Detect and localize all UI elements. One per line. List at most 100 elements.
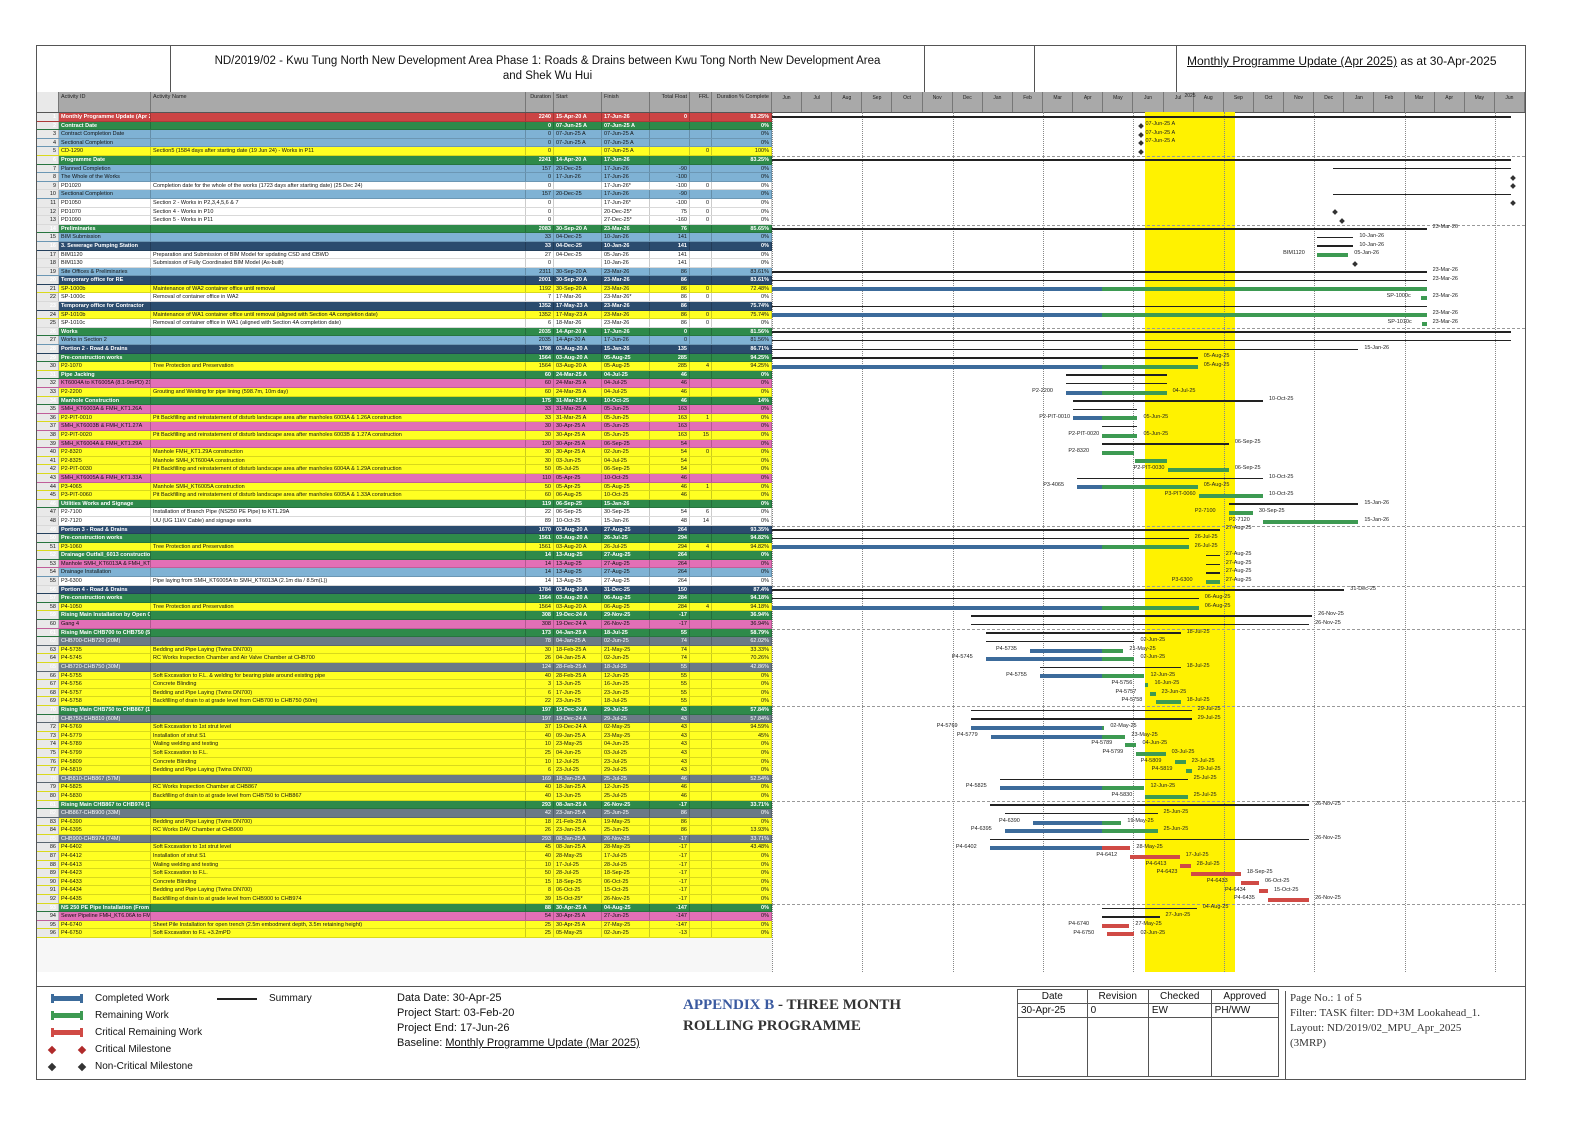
remaining-work-bar[interactable] <box>1102 287 1427 292</box>
table-row[interactable]: 82 CHB867-CHB900 (33M) 42 23-Jan-25 A 25-Jun… <box>37 809 772 818</box>
critical-work-bar[interactable] <box>1190 872 1241 877</box>
milestone-diamond-icon[interactable] <box>1138 131 1145 138</box>
table-row[interactable]: 67 P4-5756 Concrete Blinding 3 13-Jun-25 16-J… <box>37 680 772 689</box>
summary-bar[interactable] <box>1205 572 1220 574</box>
summary-bar[interactable] <box>1102 443 1229 445</box>
table-row[interactable]: 24 SP-1010b Maintenance of WA1 container o… <box>37 310 772 320</box>
completed-work-bar[interactable] <box>1073 416 1103 421</box>
remaining-work-bar[interactable] <box>1155 700 1181 705</box>
baseline-link[interactable]: Monthly Programme Update (Mar 2025) <box>445 1037 640 1049</box>
col-start[interactable]: Start <box>554 92 602 112</box>
remaining-work-bar[interactable] <box>1185 768 1192 773</box>
remaining-work-bar[interactable] <box>1135 459 1167 464</box>
table-row[interactable]: 17 BIM1120 Preparation and Submission of B… <box>37 250 772 260</box>
critical-work-bar[interactable] <box>1240 880 1259 885</box>
table-row[interactable]: 42 P2-PIT-0030 Pit Backfilling and reinsta… <box>37 465 772 474</box>
summary-bar[interactable] <box>970 623 1310 626</box>
milestone-diamond-icon[interactable] <box>1332 209 1339 215</box>
table-row[interactable]: 9 PD1020 Completion date for the whole of … <box>37 181 772 191</box>
summary-bar[interactable] <box>772 589 1345 591</box>
table-row[interactable]: 90 P4-6433 Concrete Blinding 15 18-Sep-25 06-… <box>37 877 772 887</box>
milestone-diamond-icon[interactable] <box>1510 183 1516 189</box>
summary-bar[interactable] <box>1333 167 1511 170</box>
completed-work-bar[interactable] <box>772 364 1103 369</box>
remaining-work-bar[interactable] <box>1102 829 1158 834</box>
summary-bar[interactable] <box>772 357 1198 359</box>
table-row[interactable]: 39 SMH_KT6004A & FMH_KT1.29A 120 30-Apr-25 … <box>37 439 772 449</box>
summary-bar[interactable] <box>1102 907 1197 909</box>
completed-work-bar[interactable] <box>1030 648 1103 653</box>
critical-work-bar[interactable] <box>1130 854 1180 859</box>
summary-bar[interactable] <box>1317 236 1354 239</box>
table-row[interactable]: 18 BIM1130 Submission of Fully Coordinated… <box>37 259 772 268</box>
col-activity-id[interactable]: Activity ID <box>59 92 151 112</box>
col-total-float[interactable]: Total Float <box>650 92 690 112</box>
table-row[interactable]: 71 CHB750-CHB810 (60M) 197 19-Dec-24 A 29-Ju… <box>37 714 772 724</box>
summary-bar[interactable] <box>970 615 1313 617</box>
summary-bar[interactable] <box>1004 812 1158 815</box>
table-row[interactable]: 85 CHB900-CHB974 (74M) 293 08-Jan-25 A 26-No… <box>37 834 772 844</box>
summary-bar[interactable] <box>1102 425 1138 428</box>
remaining-work-bar[interactable] <box>1102 390 1167 395</box>
milestone-diamond-icon[interactable] <box>1138 148 1145 155</box>
table-row[interactable]: 12 PD1070 Section 4 - Works in P10 0 20-Dec-… <box>37 207 772 217</box>
table-row[interactable]: 26 Works 2035 14-Apr-20 A 17-Jun-26 0 81.56% <box>37 327 772 337</box>
table-row[interactable]: 27 Works in Section 2 2035 14-Apr-20 A 17-Ju… <box>37 336 772 346</box>
remaining-work-bar[interactable] <box>1125 743 1137 748</box>
table-row[interactable]: 86 P4-6402 Soft Excavation to 1st strut le… <box>37 843 772 853</box>
col-duration[interactable]: Duration <box>526 92 554 112</box>
remaining-work-bar[interactable] <box>1102 734 1126 739</box>
table-row[interactable]: 33 P2-2200 Grouting and Welding for pipe l… <box>37 388 772 397</box>
table-row[interactable]: 79 P4-5825 RC Works Inspection Chamber at … <box>37 783 772 792</box>
completed-work-bar[interactable] <box>772 287 1103 292</box>
table-row[interactable]: 83 P4-6390 Bedding and Pipe Laying (Twins … <box>37 817 772 827</box>
table-row[interactable]: 37 SMH_KT6003B & FMH_KT1.27A 30 30-Apr-25 A… <box>37 422 772 431</box>
table-row[interactable]: 56 Portion 4 - Road & Drains 1784 03-Aug-20… <box>37 585 772 595</box>
table-row[interactable]: 87 P4-6412 Installation of strut S1 40 28-Ma… <box>37 852 772 861</box>
completed-work-bar[interactable] <box>970 725 1103 730</box>
table-row[interactable]: 76 P4-5809 Concrete Blinding 10 12-Jul-25 23-… <box>37 757 772 767</box>
completed-work-bar[interactable] <box>989 846 1103 851</box>
critical-work-bar[interactable] <box>1258 889 1268 894</box>
table-row[interactable]: 3 Contract Completion Date 0 07-Jun-25 A 07-… <box>37 130 772 139</box>
table-row[interactable]: 21 SP-1000b Maintenance of WA2 container o… <box>37 284 772 294</box>
remaining-work-bar[interactable] <box>1102 725 1105 730</box>
completed-work-bar[interactable] <box>772 605 1103 610</box>
milestone-diamond-icon[interactable] <box>1138 123 1145 129</box>
table-row[interactable]: 54 Drainage Installation 14 13-Aug-25 27-Aug… <box>37 568 772 578</box>
remaining-work-bar[interactable] <box>1317 252 1349 257</box>
milestone-diamond-icon[interactable] <box>1510 174 1516 181</box>
table-row[interactable]: 35 SMH_KT6003A & FMH_KT1.26A 33 31-Mar-25 A… <box>37 405 772 414</box>
remaining-work-bar[interactable] <box>1198 493 1263 498</box>
summary-bar[interactable] <box>1317 245 1354 247</box>
summary-bar[interactable] <box>970 718 1192 720</box>
remaining-work-bar[interactable] <box>1420 295 1427 300</box>
table-row[interactable]: 40 P2-8320 Manhole FMH_KT1.29A constructio… <box>37 448 772 457</box>
table-row[interactable]: 7 Planned Completion 157 20-Dec-25 17-Jun-26… <box>37 164 772 174</box>
table-row[interactable]: 14 Preliminaries 2083 30-Sep-20 A 23-Mar-26 7… <box>37 224 772 234</box>
remaining-work-bar[interactable] <box>1262 519 1359 524</box>
remaining-work-bar[interactable] <box>1136 751 1166 756</box>
remaining-work-bar[interactable] <box>1102 313 1427 318</box>
summary-bar[interactable] <box>772 597 1199 600</box>
remaining-work-bar[interactable] <box>1102 786 1145 791</box>
remaining-work-bar[interactable] <box>1102 545 1189 550</box>
table-row[interactable]: 46 Utilities Works and Signage 119 06-Sep-2… <box>37 499 772 509</box>
table-row[interactable]: 36 P2-PIT-0010 Pit Backfilling and reinsta… <box>37 413 772 423</box>
summary-bar[interactable] <box>772 331 1511 333</box>
summary-bar[interactable] <box>772 529 1220 531</box>
table-row[interactable]: 45 P3-PIT-0060 Pit Backfilling and reinsta… <box>37 491 772 500</box>
completed-work-bar[interactable] <box>1040 674 1103 679</box>
completed-work-bar[interactable] <box>999 786 1103 791</box>
col-finish[interactable]: Finish <box>602 92 650 112</box>
table-row[interactable]: 91 P4-6434 Bedding and Pipe Laying (Twins … <box>37 886 772 896</box>
critical-work-bar[interactable] <box>1102 923 1130 928</box>
completed-work-bar[interactable] <box>772 313 1103 318</box>
col-frl[interactable]: FRL <box>690 92 712 112</box>
table-row[interactable]: 34 Manhole Construction 175 31-Mar-25 A 10-O… <box>37 396 772 406</box>
summary-bar[interactable] <box>1205 554 1220 557</box>
